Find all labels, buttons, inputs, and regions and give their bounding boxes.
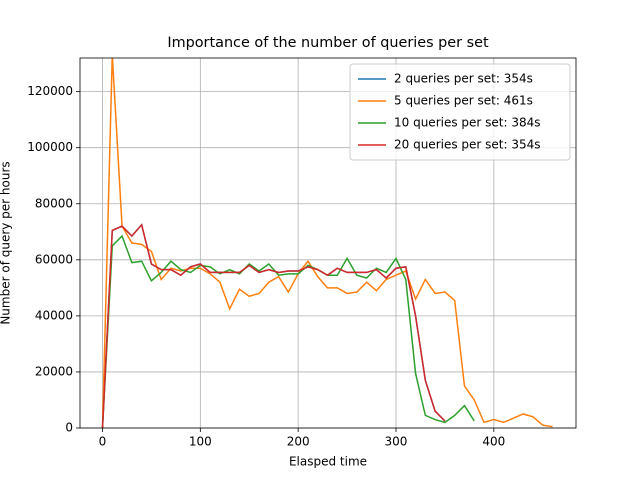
x-tick-label: 200 — [287, 435, 310, 449]
legend-label: 2 queries per set: 354s — [394, 72, 533, 86]
series-line — [101, 58, 553, 428]
x-tick-label: 300 — [385, 435, 408, 449]
legend-label: 20 queries per set: 354s — [394, 138, 541, 152]
y-tick-label: 40000 — [35, 308, 73, 322]
series-line — [101, 234, 475, 428]
chart-title: Importance of the number of queries per … — [167, 35, 489, 51]
y-axis-label: Number of query per hours — [0, 161, 13, 324]
y-tick-label: 20000 — [35, 364, 73, 378]
legend-box — [349, 63, 571, 161]
legend-label: 5 queries per set: 461s — [394, 94, 533, 108]
series-line — [101, 223, 446, 428]
x-tick-label: 0 — [99, 435, 107, 449]
y-tick-label: 120000 — [27, 84, 73, 98]
axes-frame — [79, 57, 577, 429]
legend: 2 queries per set: 354s 5 queries per set… — [349, 63, 571, 161]
x-tick-label: 400 — [482, 435, 505, 449]
x-tick-label: 100 — [189, 435, 212, 449]
y-tick-label: 100000 — [27, 140, 73, 154]
x-axis-label: Elasped time — [289, 455, 367, 469]
y-tick-label: 0 — [65, 421, 73, 435]
legend-label: 10 queries per set: 384s — [394, 116, 541, 130]
series-line — [101, 223, 446, 428]
y-tick-label: 80000 — [35, 196, 73, 210]
lines — [101, 58, 553, 428]
y-tick-label: 60000 — [35, 252, 73, 266]
